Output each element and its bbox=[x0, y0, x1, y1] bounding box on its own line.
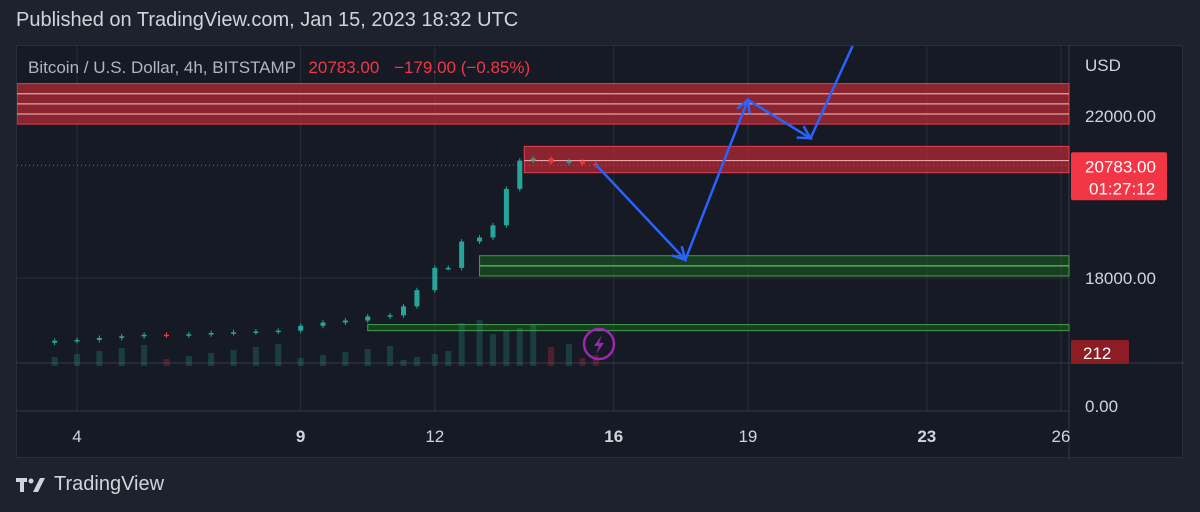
candle-body[interactable] bbox=[96, 337, 102, 340]
volume-bar bbox=[503, 331, 510, 366]
y-tick-label: 18000.00 bbox=[1085, 269, 1156, 288]
resistance-zone[interactable] bbox=[523, 145, 1070, 174]
volume-bar bbox=[458, 323, 465, 366]
arrow-head bbox=[736, 97, 751, 114]
volume-bar bbox=[275, 344, 282, 366]
volume-bar bbox=[364, 349, 371, 366]
volume-bar bbox=[548, 347, 555, 366]
price-badge bbox=[1071, 152, 1167, 201]
candle-body[interactable] bbox=[414, 290, 420, 307]
volume-bar bbox=[297, 358, 304, 366]
lightning-bolt-icon bbox=[594, 335, 604, 354]
volume-bar bbox=[252, 347, 259, 366]
price-chart[interactable]: USD 22000.00 18000.00 0.00 20783.00 01:27:12 2… bbox=[17, 46, 1184, 459]
symbol-legend: Bitcoin / U.S. Dollar, 4h, BITSTAMP 2078… bbox=[28, 58, 530, 78]
candle-body[interactable] bbox=[530, 158, 536, 161]
candle-body[interactable] bbox=[445, 267, 451, 270]
x-tick-label: 23 bbox=[917, 427, 936, 446]
volume-bar bbox=[96, 351, 103, 366]
support-zone[interactable] bbox=[367, 324, 1070, 332]
candle-body[interactable] bbox=[593, 163, 599, 166]
x-tick-label: 12 bbox=[425, 427, 444, 446]
arrow-head bbox=[671, 245, 688, 262]
published-line: Published on TradingView.com, Jan 15, 20… bbox=[16, 9, 519, 31]
volume-bar bbox=[163, 359, 170, 366]
arrow-head bbox=[796, 125, 813, 140]
last-price: 20783.00 bbox=[308, 58, 380, 77]
candle-body[interactable] bbox=[490, 225, 496, 238]
volume-bar bbox=[118, 348, 125, 366]
candle-body[interactable] bbox=[401, 306, 407, 316]
candle-body[interactable] bbox=[208, 333, 214, 335]
candle-body[interactable] bbox=[298, 325, 304, 331]
volume-bar bbox=[476, 320, 483, 366]
x-tick-label: 4 bbox=[72, 427, 81, 446]
symbol-label: Bitcoin / U.S. Dollar, 4h, BITSTAMP bbox=[28, 58, 296, 77]
candle-body[interactable] bbox=[231, 332, 237, 334]
candle-body[interactable] bbox=[477, 237, 483, 242]
candle-body[interactable] bbox=[275, 330, 281, 333]
candle-body[interactable] bbox=[432, 267, 438, 291]
volume-bar bbox=[230, 350, 237, 366]
volume-badge bbox=[1071, 340, 1129, 364]
volume-bar bbox=[400, 360, 407, 366]
volume-bar bbox=[445, 351, 452, 366]
candle-body[interactable] bbox=[119, 336, 125, 338]
volume-axis-label: 0.00 bbox=[1085, 397, 1118, 416]
volume-bar bbox=[141, 345, 148, 366]
x-tick-label: 9 bbox=[296, 427, 305, 446]
price-badge-value: 20783.00 bbox=[1085, 157, 1156, 176]
currency-label: USD bbox=[1085, 56, 1121, 75]
candle-body[interactable] bbox=[548, 158, 554, 163]
candle-body[interactable] bbox=[503, 188, 509, 226]
candle-body[interactable] bbox=[365, 316, 371, 321]
candle-body[interactable] bbox=[253, 331, 259, 333]
x-tick-label: 26 bbox=[1052, 427, 1071, 446]
volume-bar bbox=[51, 357, 58, 366]
volume-bar bbox=[516, 328, 523, 366]
candle-body[interactable] bbox=[141, 334, 147, 337]
candle-body[interactable] bbox=[320, 322, 326, 326]
volume-bar bbox=[387, 346, 394, 366]
volume-bar bbox=[579, 358, 586, 366]
tradingview-logo-icon bbox=[16, 477, 45, 492]
brand-footer: TradingView bbox=[16, 473, 164, 496]
x-tick-label: 16 bbox=[604, 427, 623, 446]
volume-badge-value: 212 bbox=[1083, 344, 1111, 363]
price-change: −179.00 (−0.85%) bbox=[394, 58, 531, 77]
volume-bar bbox=[208, 353, 215, 366]
volume-bar bbox=[185, 356, 192, 366]
volume-bar bbox=[566, 344, 572, 366]
volume-bar bbox=[413, 357, 420, 366]
candle-body[interactable] bbox=[163, 334, 169, 337]
x-tick-label: 19 bbox=[738, 427, 757, 446]
brand-name: TradingView bbox=[54, 473, 165, 495]
volume-bar bbox=[592, 355, 599, 366]
volume-bar bbox=[431, 354, 438, 366]
volume-bar bbox=[489, 334, 496, 366]
candle-body[interactable] bbox=[387, 315, 393, 317]
candle-body[interactable] bbox=[459, 241, 465, 268]
candle-body[interactable] bbox=[566, 161, 572, 163]
volume-bar bbox=[530, 325, 537, 366]
candle-body[interactable] bbox=[517, 160, 523, 189]
volume-bar bbox=[320, 355, 326, 366]
lightning-icon[interactable] bbox=[582, 327, 616, 361]
candle-body[interactable] bbox=[579, 161, 585, 164]
volume-bar bbox=[342, 352, 349, 366]
volume-bar bbox=[74, 354, 80, 366]
price-badge-countdown: 01:27:12 bbox=[1089, 179, 1155, 198]
y-tick-label: 22000.00 bbox=[1085, 107, 1156, 126]
candle-body[interactable] bbox=[74, 339, 80, 342]
candle-body[interactable] bbox=[342, 320, 348, 323]
chart-frame[interactable]: USD 22000.00 18000.00 0.00 20783.00 01:27:12 2… bbox=[16, 45, 1184, 459]
candle-body[interactable] bbox=[186, 334, 192, 336]
candle-body[interactable] bbox=[52, 340, 58, 343]
